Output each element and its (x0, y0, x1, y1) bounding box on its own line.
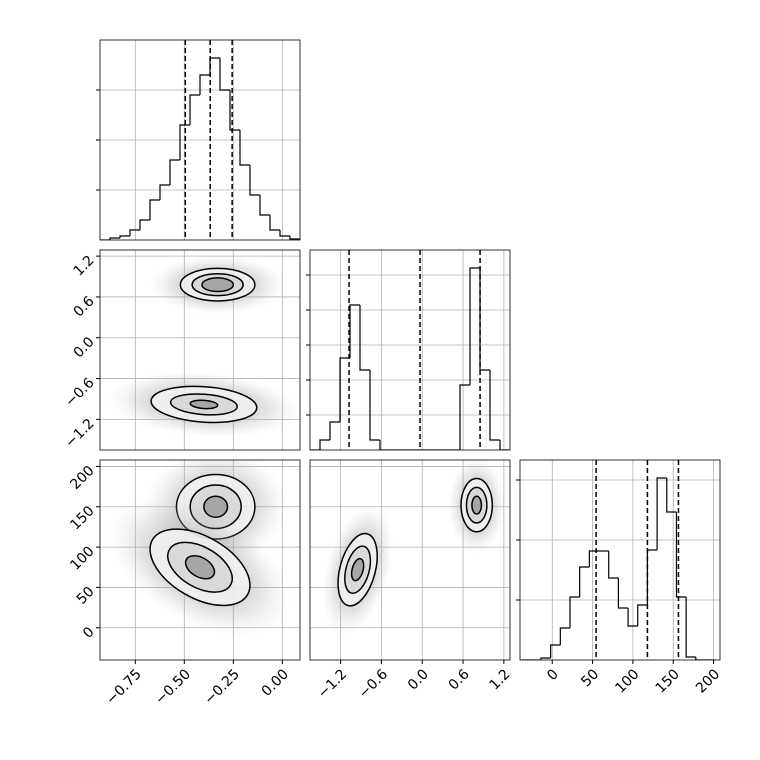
histogram-step (588, 550, 600, 567)
histogram-step (695, 657, 706, 660)
y-tick-label: −0.6 (62, 375, 97, 410)
panel-frame (99, 249, 301, 451)
histogram-step (685, 597, 696, 658)
x-tick-label: 0.00 (259, 666, 292, 699)
x-tick-label: −1.2 (315, 666, 350, 701)
panel-frame (99, 459, 301, 661)
panel (100, 250, 300, 450)
histogram-step (169, 159, 180, 185)
histogram-step (189, 94, 200, 125)
x-tick-label: 150 (653, 666, 683, 696)
histogram-step (359, 305, 370, 371)
histogram-step (459, 384, 470, 450)
histogram-step (339, 357, 350, 422)
histogram-step (646, 549, 658, 605)
y-tick-label: 0.0 (71, 334, 98, 361)
y-tick-label: 50 (74, 584, 98, 608)
histogram-step (209, 57, 220, 75)
x-tick-label: 1.2 (486, 666, 513, 693)
histogram-step (239, 130, 250, 166)
x-tick-label: −0.50 (152, 666, 194, 708)
x-tick-label: 50 (578, 666, 602, 690)
contour (184, 555, 216, 580)
histogram-step (319, 439, 330, 450)
histogram-step (259, 195, 270, 216)
histogram-step (499, 440, 510, 450)
panel (310, 250, 510, 450)
contour (189, 399, 219, 410)
histogram-step (269, 215, 280, 231)
histogram-step (559, 627, 570, 645)
panel-frame (519, 459, 721, 661)
histogram-step (129, 229, 140, 236)
y-tick-label: 0 (80, 624, 98, 642)
histogram-step (139, 219, 150, 230)
histogram-step (540, 657, 551, 660)
y-tick-label: 1.2 (71, 252, 98, 279)
x-tick-label: 200 (693, 666, 723, 696)
histogram-step (119, 235, 130, 238)
panel-frame (99, 39, 301, 241)
histogram-step (289, 236, 300, 240)
histogram-step (349, 304, 360, 358)
histogram-step (675, 512, 687, 598)
x-tick-label: −0.25 (201, 666, 243, 708)
histogram-step (569, 596, 580, 628)
panel (100, 460, 300, 660)
y-tick-label: 100 (67, 543, 97, 573)
histogram-step (229, 90, 240, 131)
histogram-step (199, 74, 210, 95)
histogram-step (329, 421, 340, 440)
histogram-step (608, 551, 619, 579)
histogram-step (550, 644, 561, 658)
histogram-step (627, 608, 638, 627)
panel (100, 40, 300, 240)
histogram-step (666, 478, 677, 513)
x-tick-label: 100 (612, 666, 642, 696)
histogram-step (249, 165, 260, 196)
panel-frame (309, 249, 511, 451)
histogram-step (489, 370, 500, 441)
x-tick-label: 0 (544, 666, 562, 684)
histogram-step (656, 477, 667, 550)
contour (471, 495, 483, 515)
histogram-step (219, 58, 230, 91)
contour (350, 557, 365, 582)
histogram-step (637, 604, 648, 626)
y-tick-label: 0.6 (71, 293, 98, 320)
histogram-step (379, 440, 390, 450)
histogram-step (109, 237, 120, 240)
histogram-step (369, 370, 380, 441)
x-tick-label: 0.0 (405, 666, 432, 693)
contour (201, 277, 235, 293)
histogram-step (279, 230, 290, 237)
x-tick-label: −0.75 (103, 666, 145, 708)
histogram-step (479, 268, 490, 371)
histogram-step (579, 566, 590, 597)
y-tick-label: 200 (67, 463, 97, 493)
panel-frame (309, 459, 511, 661)
panel (520, 460, 720, 660)
y-tick-label: 150 (67, 503, 97, 533)
histogram-step (617, 578, 629, 609)
y-tick-label: −1.2 (62, 416, 97, 451)
histogram-step (149, 199, 160, 220)
histogram-step (469, 267, 480, 385)
histogram-step (179, 124, 190, 160)
panel (310, 460, 510, 660)
x-tick-label: −0.6 (356, 666, 391, 701)
x-tick-label: 0.6 (446, 666, 473, 693)
histogram-step (159, 184, 170, 200)
